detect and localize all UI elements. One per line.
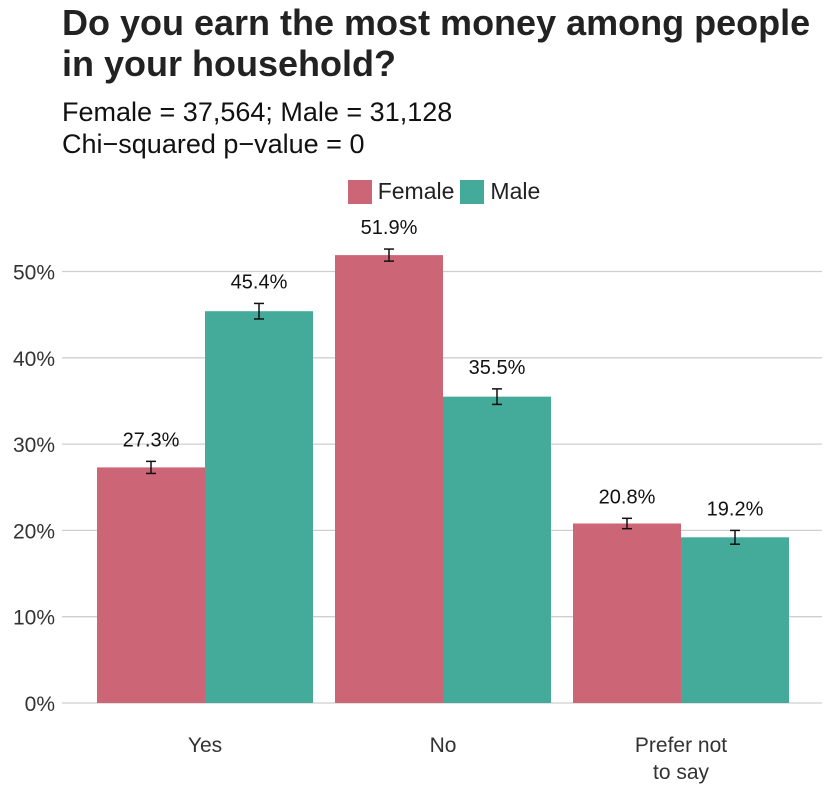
data-label: 27.3% <box>123 429 180 451</box>
x-tick-label: to say <box>653 761 710 784</box>
error-bar <box>730 529 740 545</box>
y-axis: 0% 10% 20% 30% 40% 50% <box>13 262 55 717</box>
data-label: 45.4% <box>231 271 288 293</box>
bar-male-2 <box>681 537 789 703</box>
chart-legend: Female Male <box>0 178 830 205</box>
data-label: 35.5% <box>469 357 526 379</box>
legend-swatch-male <box>460 179 485 204</box>
bar-male-0 <box>205 311 313 703</box>
x-tick-label: Yes <box>188 734 222 757</box>
y-tick-label: 0% <box>25 693 55 716</box>
chart-title-line-1: Do you earn the most money among people <box>62 2 811 43</box>
bars <box>97 255 789 703</box>
data-label: 51.9% <box>361 217 418 239</box>
data-label: 19.2% <box>707 498 764 520</box>
chart-title-line-2: in your household? <box>62 43 396 84</box>
legend-label-female: Female <box>377 178 455 204</box>
bar-male-1 <box>443 396 551 703</box>
error-bar <box>622 517 632 530</box>
y-tick-label: 10% <box>13 607 55 630</box>
chart-subtitle-line-1: Female = 37,564; Male = 31,128 <box>62 97 453 127</box>
chart-subtitle-line-2: Chi−squared p−value = 0 <box>62 129 365 159</box>
error-bar <box>384 248 394 262</box>
legend-swatch-female <box>347 179 372 204</box>
error-bar <box>254 302 264 320</box>
x-tick-label: No <box>430 734 457 757</box>
error-bar <box>492 388 502 406</box>
legend-item-male: Male <box>460 178 540 205</box>
bar-female-2 <box>573 523 681 703</box>
legend-label-male: Male <box>490 178 541 204</box>
chart-subtitle: Female = 37,564; Male = 31,128 Chi−squar… <box>62 96 452 160</box>
bar-female-0 <box>97 467 205 703</box>
data-labels: 27.3% 45.4% 51.9% 35.5% 20.8% 19.2% <box>123 217 764 520</box>
data-label: 20.8% <box>599 486 656 508</box>
y-tick-label: 30% <box>13 434 55 457</box>
chart-title: Do you earn the most money among people … <box>62 2 830 84</box>
x-axis: Yes No Prefer not to say <box>188 734 727 784</box>
y-tick-label: 20% <box>13 520 55 543</box>
y-tick-label: 50% <box>13 262 55 285</box>
error-bar <box>146 460 156 475</box>
legend-item-female: Female <box>347 178 455 205</box>
x-tick-label: Prefer not <box>635 734 727 757</box>
error-bars <box>146 248 740 545</box>
y-tick-label: 40% <box>13 348 55 371</box>
bar-female-1 <box>335 255 443 703</box>
